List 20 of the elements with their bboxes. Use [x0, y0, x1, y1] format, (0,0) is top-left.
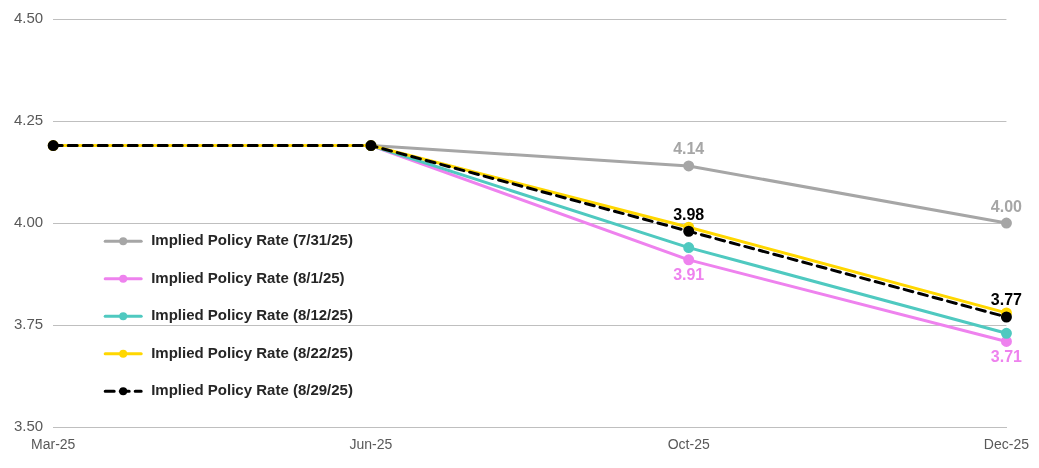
y-tick-label: 3.75	[13, 315, 44, 333]
x-tick-label: Mar-25	[31, 436, 76, 453]
legend-label: Implied Policy Rate (7/31/25)	[151, 231, 353, 249]
y-tick-label: 4.25	[13, 111, 44, 129]
y-tick-label: 3.50	[13, 417, 44, 435]
data-label: 3.71	[990, 347, 1023, 365]
x-tick-label: Dec-25	[983, 436, 1030, 453]
legend-label: Implied Policy Rate (8/12/25)	[151, 306, 353, 324]
y-tick-label: 4.00	[13, 213, 44, 231]
data-label: 3.98	[673, 205, 705, 223]
data-label: 4.00	[990, 197, 1023, 215]
x-tick-label: Jun-25	[349, 436, 393, 453]
legend-label: Implied Policy Rate (8/29/25)	[151, 381, 353, 399]
y-tick-label: 4.50	[13, 9, 44, 27]
legend-label: Implied Policy Rate (8/1/25)	[151, 268, 345, 286]
data-label: 4.14	[673, 140, 705, 158]
legend-label: Implied Policy Rate (8/22/25)	[151, 343, 353, 361]
data-label: 3.77	[990, 291, 1023, 309]
data-label: 3.91	[673, 266, 705, 284]
x-tick-label: Oct-25	[667, 436, 710, 453]
